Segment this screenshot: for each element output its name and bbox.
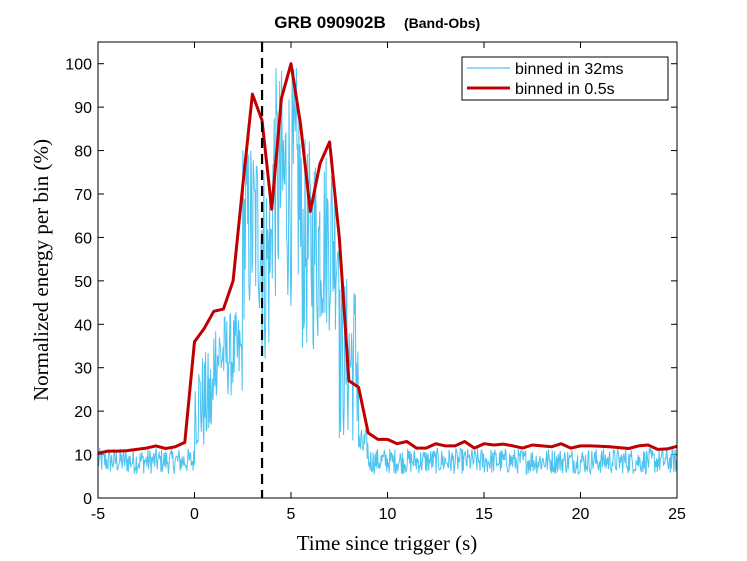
legend-box: [461, 56, 669, 101]
x-tick-label: 20: [572, 506, 590, 523]
series-layer: [98, 62, 677, 476]
x-tick-label: 25: [668, 506, 686, 523]
y-tick-label: 80: [74, 144, 92, 161]
x-tick-label: -5: [91, 506, 105, 523]
legend-label-0.5s: binned in 0.5s: [515, 81, 615, 98]
plot-axes-box: [97, 41, 678, 499]
x-tick-label: 10: [379, 506, 397, 523]
y-tick-label: 90: [74, 100, 92, 117]
x-tick-label: 15: [475, 506, 493, 523]
chart-subtitle: (Band-Obs): [404, 15, 480, 31]
series-line-32ms: [98, 68, 677, 476]
legend-label-32ms: binned in 32ms: [515, 61, 624, 78]
y-tick-label: 0: [83, 491, 92, 508]
y-tick-label: 70: [74, 187, 92, 204]
y-tick-label: 30: [74, 361, 92, 378]
y-tick-label: 20: [74, 404, 92, 421]
x-axis-label: Time since trigger (s): [297, 531, 478, 555]
y-tick-label: 60: [74, 230, 92, 247]
y-tick-label: 100: [65, 57, 92, 74]
x-tick-label: 5: [287, 506, 296, 523]
y-tick-label: 40: [74, 317, 92, 334]
legend: binned in 32ms binned in 0.5s: [461, 56, 669, 101]
y-tick-label: 50: [74, 274, 92, 291]
x-tick-label: 0: [190, 506, 199, 523]
chart-title: GRB 090902B: [274, 13, 386, 32]
y-axis-label: Normalized energy per bin (%): [29, 139, 53, 401]
y-tick-label: 10: [74, 448, 92, 465]
series-line-0.5s: [98, 62, 677, 455]
